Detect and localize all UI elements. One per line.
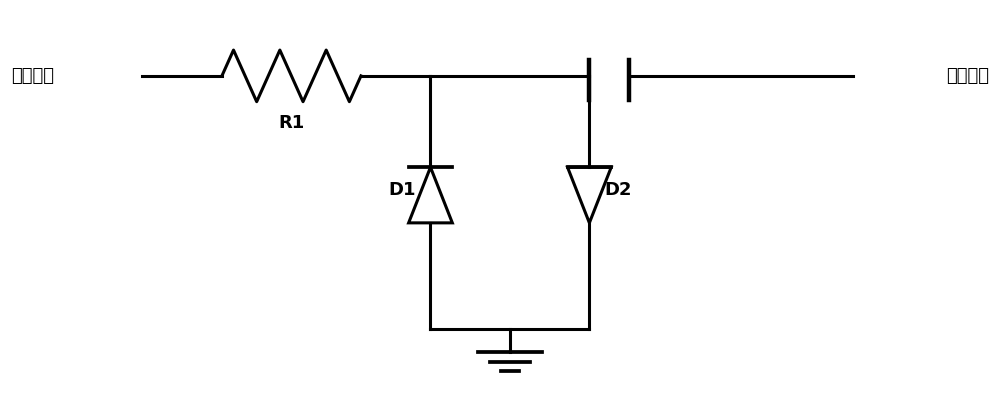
Text: D1: D1 (388, 181, 416, 199)
Text: 输出信号: 输出信号 (946, 67, 989, 85)
Text: R1: R1 (278, 114, 305, 132)
Text: 输入信号: 输入信号 (11, 67, 54, 85)
Text: D2: D2 (604, 181, 632, 199)
